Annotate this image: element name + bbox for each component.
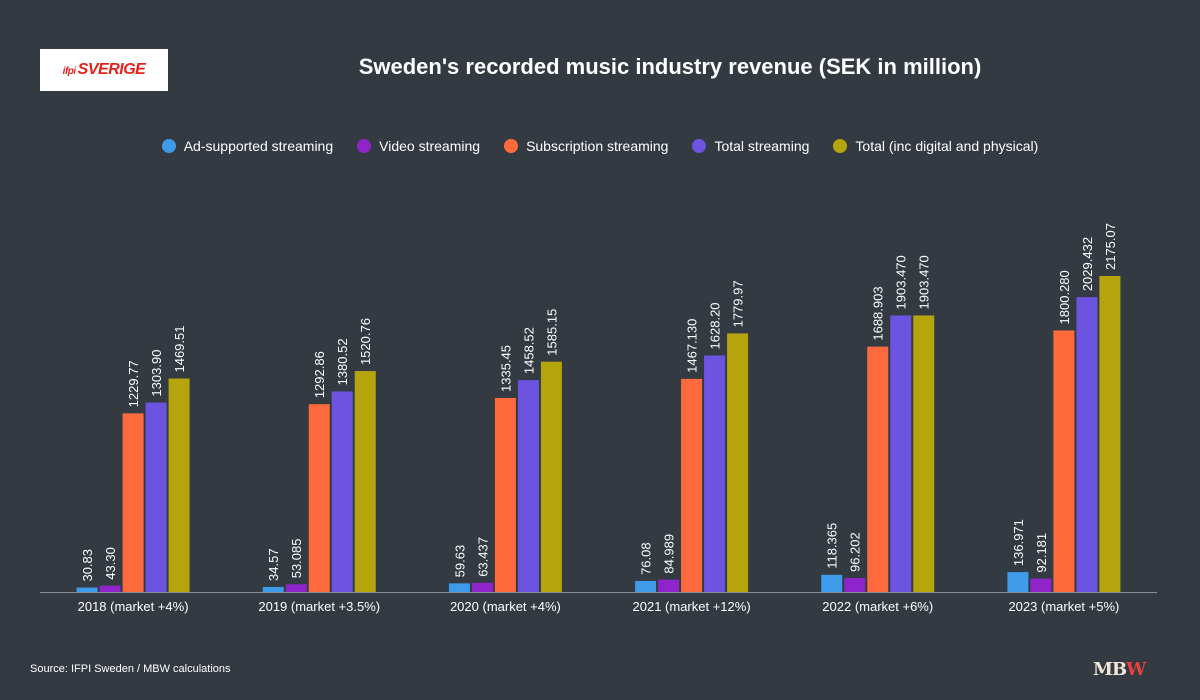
bar[interactable] (308, 404, 330, 592)
x-tick-label: 2021 (market +12%) (633, 599, 751, 614)
legend-item[interactable]: Total (inc digital and physical) (833, 138, 1038, 154)
bar[interactable] (99, 585, 121, 592)
data-label: 2029.432 (1080, 237, 1095, 291)
data-label: 1469.51 (172, 326, 187, 373)
bar[interactable] (821, 574, 843, 592)
bar[interactable] (1007, 572, 1029, 592)
bar[interactable] (145, 402, 167, 592)
x-tick-label: 2023 (market +5%) (1008, 599, 1119, 614)
mbw-logo-mb: MB (1093, 659, 1127, 680)
data-label: 1292.86 (312, 351, 327, 398)
bar[interactable] (122, 413, 144, 592)
x-tick-label: 2019 (market +3.5%) (258, 599, 380, 614)
data-label: 1335.45 (498, 345, 513, 392)
logo-prefix: ifpi (62, 66, 77, 77)
data-label: 1628.20 (708, 302, 723, 349)
bar[interactable] (1099, 276, 1121, 592)
bar[interactable] (913, 315, 935, 592)
legend-swatch (833, 139, 848, 153)
data-label: 1229.77 (126, 360, 141, 407)
legend-label: Total streaming (714, 138, 810, 154)
chart-legend: Ad-supported streaming Video streaming Sub… (0, 138, 1200, 154)
legend-swatch (504, 139, 519, 153)
x-tick-label: 2018 (market +4%) (78, 599, 189, 614)
bar[interactable] (1076, 297, 1098, 592)
legend-item[interactable]: Subscription streaming (504, 138, 668, 154)
bar[interactable] (285, 584, 307, 592)
data-label: 1303.90 (149, 350, 164, 397)
data-label: 1688.903 (871, 286, 886, 340)
ifpi-sverige-logo: ifpi SVERIGE (40, 49, 168, 91)
x-tick-label: 2022 (market +6%) (822, 599, 933, 614)
bar[interactable] (540, 361, 562, 592)
bar[interactable] (704, 355, 726, 592)
data-label: 118.365 (825, 523, 840, 569)
legend-label: Total (inc digital and physical) (855, 138, 1039, 154)
bar[interactable] (681, 378, 703, 592)
legend-item[interactable]: Video streaming (357, 138, 480, 154)
data-label: 1779.97 (731, 280, 746, 327)
data-label: 43.30 (103, 547, 118, 580)
bar[interactable] (262, 586, 284, 592)
bar[interactable] (727, 333, 749, 592)
data-label: 136.971 (1011, 519, 1026, 566)
bar[interactable] (354, 371, 376, 592)
legend-label: Subscription streaming (526, 138, 669, 154)
bar[interactable] (76, 587, 98, 592)
legend-label: Video streaming (379, 138, 481, 154)
bar[interactable] (844, 578, 866, 592)
data-label: 84.989 (662, 534, 677, 574)
chart-title: Sweden's recorded music industry revenue… (358, 54, 982, 79)
mbw-logo: MBW (1093, 659, 1146, 680)
data-label: 34.57 (266, 548, 281, 581)
bar[interactable] (517, 380, 539, 592)
mbw-logo-w: W (1126, 659, 1146, 680)
logo-name: SVERIGE (77, 61, 146, 78)
data-label: 53.085 (289, 539, 304, 579)
logo-text: ifpi SVERIGE (63, 61, 146, 79)
data-label: 1903.470 (894, 255, 909, 309)
bar[interactable] (494, 397, 516, 592)
data-label: 1800.280 (1057, 270, 1072, 324)
bar[interactable] (331, 391, 353, 592)
legend-swatch (161, 139, 176, 153)
bar[interactable] (471, 582, 493, 592)
data-label: 1467.130 (685, 319, 700, 373)
bar[interactable] (1030, 578, 1052, 592)
legend-swatch (692, 139, 707, 153)
data-label: 63.437 (475, 537, 490, 577)
data-label: 1520.76 (358, 318, 373, 365)
data-label: 2175.07 (1103, 223, 1118, 270)
bar[interactable] (635, 580, 657, 592)
data-label: 59.63 (452, 545, 467, 578)
bar[interactable] (867, 346, 889, 592)
data-label: 1458.52 (521, 327, 536, 374)
data-label: 1380.52 (335, 338, 350, 385)
data-label: 96.202 (848, 532, 863, 572)
data-label: 76.08 (639, 542, 654, 575)
bar[interactable] (448, 583, 470, 592)
data-label: 92.181 (1034, 533, 1049, 573)
legend-item[interactable]: Total streaming (692, 138, 809, 154)
bar[interactable] (1053, 330, 1075, 592)
source-note: Source: IFPI Sweden / MBW calculations (30, 663, 231, 675)
x-tick-label: 2020 (market +4%) (450, 599, 561, 614)
legend-item[interactable]: Ad-supported streaming (161, 138, 334, 154)
bar[interactable] (658, 579, 680, 592)
data-label: 1903.470 (917, 255, 932, 309)
bar[interactable] (890, 315, 912, 592)
bar[interactable] (168, 378, 190, 592)
legend-label: Ad-supported streaming (183, 138, 334, 154)
legend-swatch (357, 139, 372, 153)
data-label: 1585.15 (544, 309, 559, 356)
data-label: 30.83 (80, 549, 95, 582)
